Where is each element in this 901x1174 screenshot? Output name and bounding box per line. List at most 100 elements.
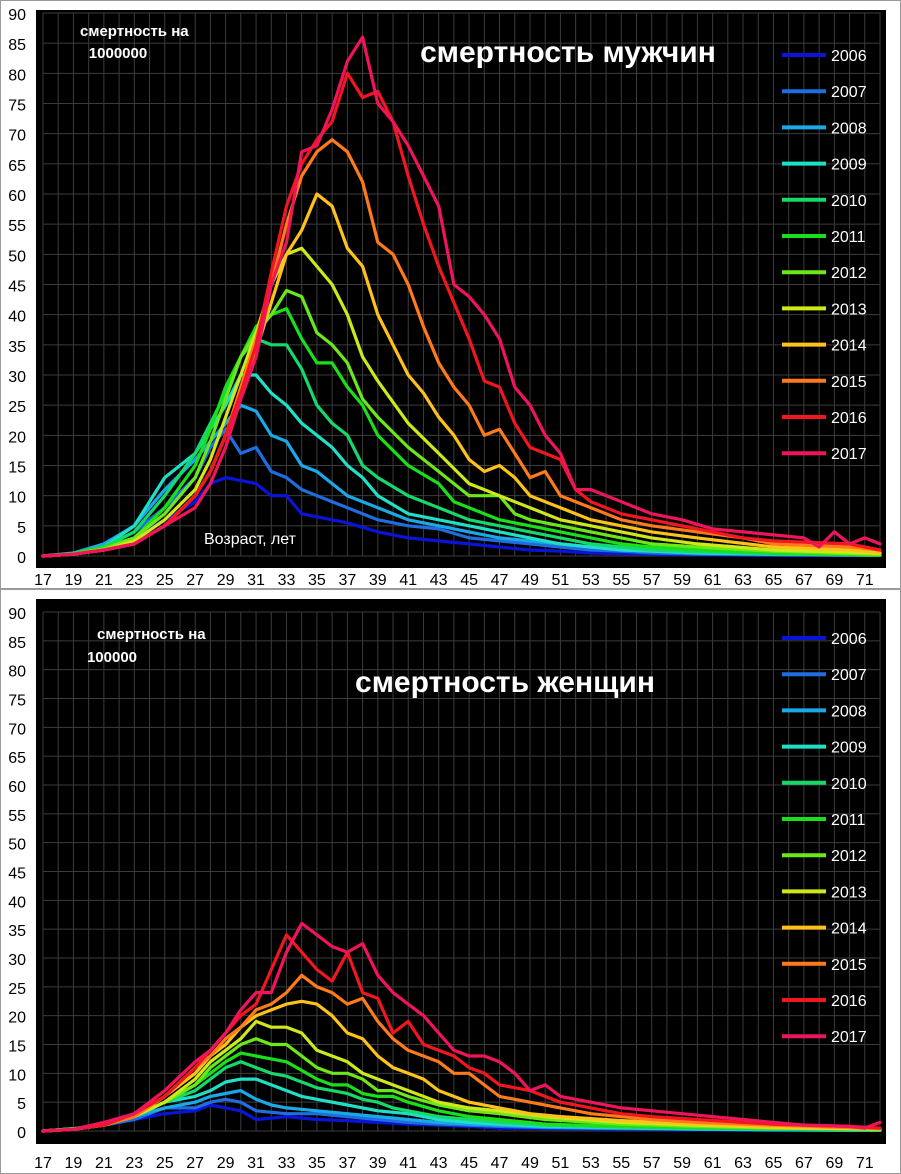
y-tick-label: 55: [8, 218, 26, 235]
x-tick-label: 43: [430, 572, 448, 589]
legend-label-2014: 2014: [831, 338, 867, 355]
x-tick-label: 19: [65, 1155, 83, 1172]
series-line-2016: [41, 71, 882, 558]
x-tick-label: 37: [338, 1155, 356, 1172]
y-tick-label: 15: [8, 1039, 26, 1056]
y-tick-label: 45: [8, 866, 26, 883]
x-tick-label: 21: [95, 1155, 113, 1172]
series-line-2010: [41, 1060, 882, 1133]
x-tick-label: 45: [460, 1155, 478, 1172]
x-tick-label: 39: [369, 1155, 387, 1172]
male-mortality-chart: 0 5 10 15 20 25 30 35 40 45 50 55 60 65 70 75 80 85 90 17 19…: [0, 0, 901, 589]
series-line-2013: [41, 1019, 882, 1133]
y-tick-label: 20: [8, 429, 26, 446]
x-tick-label: 47: [491, 572, 509, 589]
legend-label-2017: 2017: [831, 446, 867, 463]
legend-label-2015: 2015: [831, 374, 867, 391]
y-tick-label: 65: [8, 750, 26, 767]
y-tick-label: 30: [8, 369, 26, 386]
x-tick-label: 41: [399, 1155, 417, 1172]
x-tick-label: 65: [765, 572, 783, 589]
legend-label-2011: 2011: [831, 229, 866, 246]
x-tick-label: 43: [430, 1155, 448, 1172]
x-tick-label: 39: [369, 572, 387, 589]
series-lines: [41, 35, 882, 558]
y-tick-label: 80: [8, 67, 26, 84]
legend-label-2012: 2012: [831, 848, 867, 865]
series-line-2014: [41, 999, 882, 1133]
y-axis-label-line2: 100000: [87, 649, 137, 666]
x-tick-label: 53: [582, 1155, 600, 1172]
legend-label-2012: 2012: [831, 265, 867, 282]
y-tick-label: 90: [8, 606, 26, 623]
legend-label-2006: 2006: [831, 631, 867, 648]
x-tick-label: 47: [491, 1155, 509, 1172]
y-tick-label: 55: [8, 808, 26, 825]
x-tick-label: 33: [278, 572, 296, 589]
legend-label-2011: 2011: [831, 812, 866, 829]
x-tick-label: 25: [156, 572, 174, 589]
x-tick-label: 27: [186, 1155, 204, 1172]
x-tick-label: 55: [612, 572, 630, 589]
x-tick-label: 23: [125, 1155, 143, 1172]
legend-label-2007: 2007: [831, 84, 867, 101]
legend-label-2013: 2013: [831, 301, 867, 318]
legend-label-2009: 2009: [831, 157, 867, 174]
x-tick-label: 27: [186, 572, 204, 589]
x-axis-label: Возраст, лет: [204, 531, 297, 548]
x-tick-label: 63: [734, 572, 752, 589]
female-mortality-chart-panel: 0 5 10 15 20 25 30 35 40 45 50 55 60 65 70 75 80 85 90 17 19…: [0, 589, 901, 1174]
chart-title: смертность женщин: [355, 666, 655, 699]
female-mortality-chart: 0 5 10 15 20 25 30 35 40 45 50 55 60 65 70 75 80 85 90 17 19…: [0, 589, 901, 1174]
legend: 2006 2007 2008 2009 2010 2011 2012 2013 2014 2015…: [782, 48, 867, 463]
y-tick-label: 75: [8, 693, 26, 710]
y-tick-label: 80: [8, 664, 26, 681]
x-tick-label: 31: [247, 572, 265, 589]
y-tick-label: 35: [8, 923, 26, 940]
series-lines: [41, 921, 882, 1133]
y-tick-label: 5: [17, 520, 26, 537]
y-tick-label: 70: [8, 721, 26, 738]
series-line-2012: [41, 1037, 882, 1133]
x-tick-label: 23: [125, 572, 143, 589]
x-tick-label: 69: [825, 1155, 843, 1172]
legend-label-2010: 2010: [831, 193, 867, 210]
x-tick-label: 69: [825, 572, 843, 589]
y-tick-label: 75: [8, 98, 26, 115]
y-tick-label: 50: [8, 248, 26, 265]
x-tick-label: 55: [612, 1155, 630, 1172]
x-tick-label: 71: [856, 1155, 874, 1172]
legend-label-2007: 2007: [831, 667, 867, 684]
legend-label-2008: 2008: [831, 120, 867, 137]
y-tick-label: 15: [8, 460, 26, 477]
y-tick-label: 10: [8, 490, 26, 507]
x-tick-label: 67: [795, 1155, 813, 1172]
x-tick-label: 59: [673, 572, 691, 589]
series-line-2015: [41, 973, 882, 1133]
y-tick-label: 90: [8, 7, 26, 24]
x-tick-label: 41: [399, 572, 417, 589]
x-tick-label: 51: [552, 1155, 570, 1172]
x-tick-label: 71: [856, 572, 874, 589]
y-tick-label: 5: [17, 1096, 26, 1113]
y-axis-label-line1: смертность на: [80, 23, 189, 40]
y-tick-label: 70: [8, 128, 26, 145]
legend-label-2017: 2017: [831, 1029, 867, 1046]
x-tick-label: 29: [217, 1155, 235, 1172]
y-tick-label: 0: [17, 1125, 26, 1142]
y-tick-label: 60: [8, 188, 26, 205]
x-tick-label: 37: [338, 572, 356, 589]
x-tick-label: 35: [308, 572, 326, 589]
legend-label-2008: 2008: [831, 703, 867, 720]
x-tick-label: 49: [521, 572, 539, 589]
y-tick-label: 25: [8, 399, 26, 416]
y-tick-label: 60: [8, 779, 26, 796]
y-tick-label: 85: [8, 37, 26, 54]
y-tick-label: 10: [8, 1067, 26, 1084]
y-tick-label: 40: [8, 894, 26, 911]
y-tick-label: 65: [8, 158, 26, 175]
legend: 2006 2007 2008 2009 2010 2011 2012 2013 2014 2015…: [782, 631, 867, 1046]
y-axis-label-line2: 1000000: [89, 45, 147, 62]
y-tick-label: 50: [8, 837, 26, 854]
x-tick-label: 19: [65, 572, 83, 589]
